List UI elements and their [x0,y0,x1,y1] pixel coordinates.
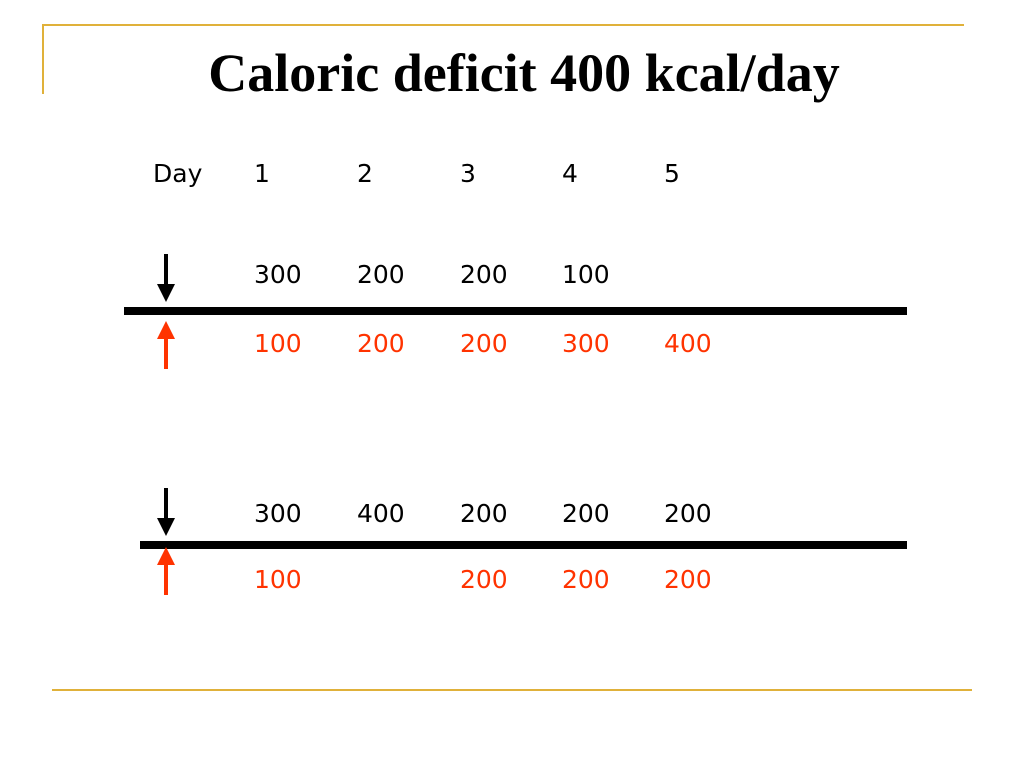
down-value: 200 [357,260,405,289]
up-value: 200 [460,329,508,358]
down-value: 200 [460,499,508,528]
day-number: 4 [562,159,578,188]
arrow-up-icon [157,547,175,595]
day-number: 3 [460,159,476,188]
down-value: 100 [562,260,610,289]
arrow-down-icon [157,254,175,302]
up-value: 200 [664,565,712,594]
up-value: 200 [460,565,508,594]
frame-bottom-line [52,689,972,691]
down-value: 300 [254,499,302,528]
day-number: 1 [254,159,270,188]
arrow-up-icon [157,321,175,369]
down-value: 300 [254,260,302,289]
frame-left-line [42,24,44,94]
up-value: 400 [664,329,712,358]
up-value: 200 [562,565,610,594]
divider-bar [124,307,907,315]
day-number: 5 [664,159,680,188]
down-value: 400 [357,499,405,528]
day-number: 2 [357,159,373,188]
up-value: 200 [357,329,405,358]
arrow-down-icon [157,488,175,536]
slide-title: Caloric deficit 400 kcal/day [208,43,840,103]
up-value: 100 [254,329,302,358]
divider-bar [140,541,907,549]
down-value: 200 [562,499,610,528]
up-value: 100 [254,565,302,594]
down-value: 200 [460,260,508,289]
up-value: 300 [562,329,610,358]
frame-top-line [42,24,964,26]
day-header-label: Day [153,159,203,188]
down-value: 200 [664,499,712,528]
